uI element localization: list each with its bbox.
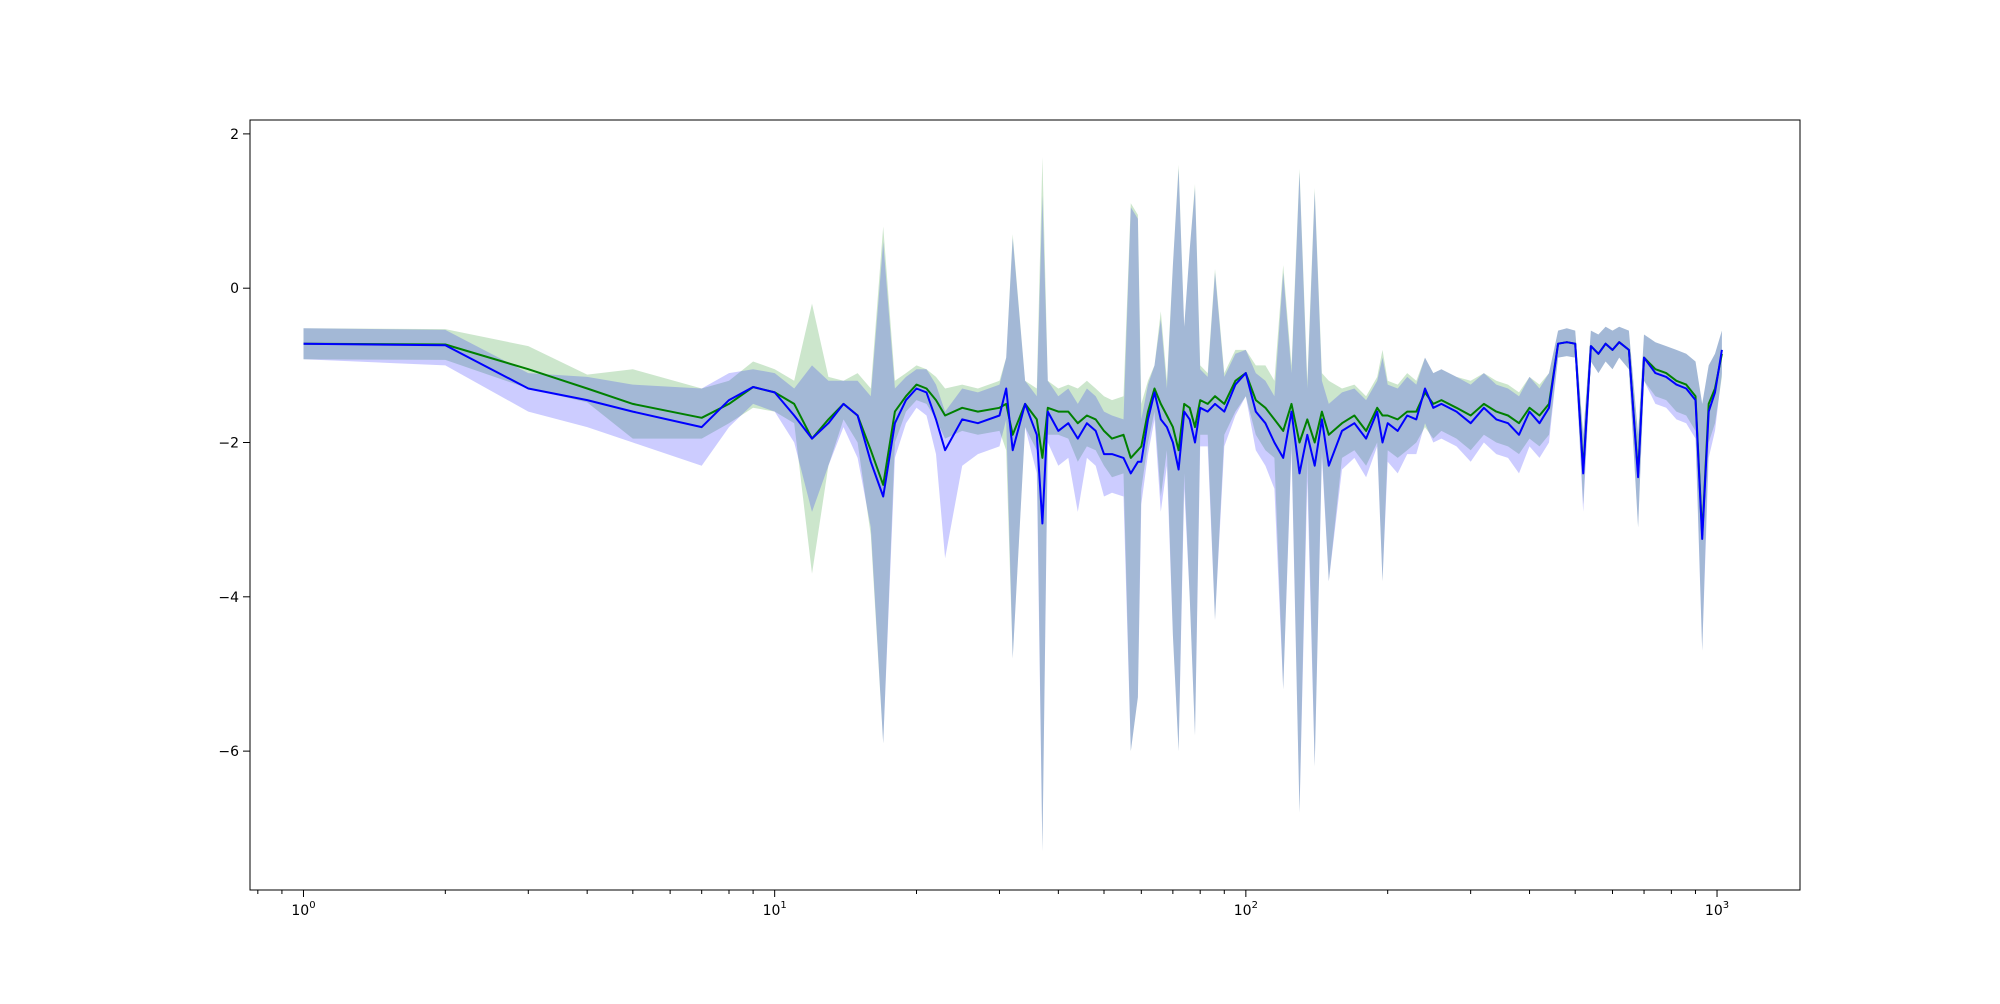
x-tick-label: 102 <box>1234 900 1258 919</box>
series-0-band <box>303 157 1722 852</box>
x-tick-label: 103 <box>1705 900 1729 919</box>
x-tick-label: 101 <box>763 900 787 919</box>
lines-layer <box>303 341 1723 540</box>
y-axis: 2 0 −2 −4 −6 <box>218 127 250 760</box>
plot-frame <box>249 119 1801 891</box>
plot-background <box>250 120 1800 890</box>
y-tick-label: 0 <box>230 281 239 297</box>
y-tick-label: −4 <box>218 590 239 606</box>
series-1-line <box>303 341 1723 540</box>
bands-layer <box>303 157 1722 852</box>
y-tick-label: −6 <box>218 744 239 760</box>
x-tick-label: 100 <box>291 900 315 919</box>
x-axis: 100 101 102 103 <box>257 890 1729 919</box>
y-tick-label: 2 <box>230 127 239 143</box>
y-tick-label: −2 <box>218 436 239 452</box>
series-1-band <box>303 168 1722 852</box>
